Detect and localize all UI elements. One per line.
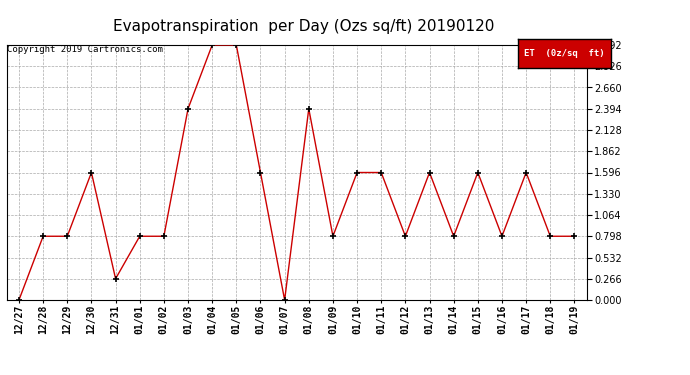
Text: Copyright 2019 Cartronics.com: Copyright 2019 Cartronics.com	[7, 45, 163, 54]
Text: Evapotranspiration  per Day (Ozs sq/ft) 20190120: Evapotranspiration per Day (Ozs sq/ft) 2…	[113, 19, 494, 34]
Text: ET  (0z/sq  ft): ET (0z/sq ft)	[524, 49, 604, 58]
